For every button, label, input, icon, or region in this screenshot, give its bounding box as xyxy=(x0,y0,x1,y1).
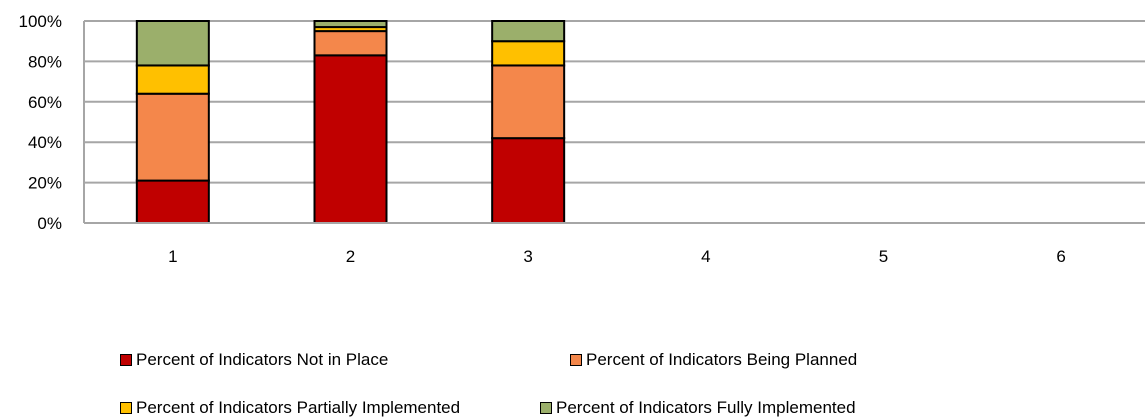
gridlines xyxy=(84,20,1145,184)
legend-swatch-being-planned xyxy=(570,354,582,366)
bar-segment-2-series-2 xyxy=(313,30,388,57)
x-tick-label-2: 2 xyxy=(346,247,355,266)
bar-segment-1-series-4 xyxy=(135,20,210,67)
bar-segment-3-series-4 xyxy=(491,20,566,43)
bar-segment-2-series-1 xyxy=(313,54,388,225)
legend-item-being-planned: Percent of Indicators Being Planned xyxy=(570,350,857,370)
legend-swatch-fully-implemented xyxy=(540,402,552,414)
y-tick-label-4: 80% xyxy=(28,52,62,71)
bar-segment-2-series-4 xyxy=(313,20,388,29)
bar-segment-3-series-3 xyxy=(491,40,566,67)
legend-label-being-planned: Percent of Indicators Being Planned xyxy=(586,350,858,369)
y-tick-label-5: 100% xyxy=(19,12,62,31)
legend-label-fully-implemented: Percent of Indicators Fully Implemented xyxy=(556,398,856,417)
x-axis-tick-labels: 1 2 3 4 5 6 xyxy=(168,247,1066,266)
y-tick-label-3: 60% xyxy=(28,93,62,112)
y-tick-label-0: 0% xyxy=(37,214,62,233)
bar-segment-1-series-2 xyxy=(135,92,210,182)
bar-segment-1-series-3 xyxy=(135,64,210,95)
legend-label-partially-implemented: Percent of Indicators Partially Implemen… xyxy=(136,398,461,417)
x-tick-label-6: 6 xyxy=(1056,247,1065,266)
bar-segment-3-series-1 xyxy=(491,137,566,224)
bar-segment-1-series-1 xyxy=(135,179,210,224)
x-tick-label-1: 1 xyxy=(168,247,177,266)
y-tick-label-2: 40% xyxy=(28,133,62,152)
legend-label-not-in-place: Percent of Indicators Not in Place xyxy=(136,350,389,369)
legend-item-partially-implemented: Percent of Indicators Partially Implemen… xyxy=(120,398,460,418)
y-axis-tick-labels: 0% 20% 40% 60% 80% 100% xyxy=(19,12,62,233)
bar-stacks xyxy=(135,20,566,225)
x-tick-label-5: 5 xyxy=(879,247,888,266)
y-tick-label-1: 20% xyxy=(28,174,62,193)
legend-swatch-partially-implemented xyxy=(120,402,132,414)
legend-item-fully-implemented: Percent of Indicators Fully Implemented xyxy=(540,398,856,418)
legend-swatch-not-in-place xyxy=(120,354,132,366)
axes xyxy=(83,21,1145,224)
bar-segment-3-series-2 xyxy=(491,64,566,140)
x-tick-label-3: 3 xyxy=(523,247,532,266)
x-tick-label-4: 4 xyxy=(701,247,710,266)
legend-item-not-in-place: Percent of Indicators Not in Place xyxy=(120,350,388,370)
